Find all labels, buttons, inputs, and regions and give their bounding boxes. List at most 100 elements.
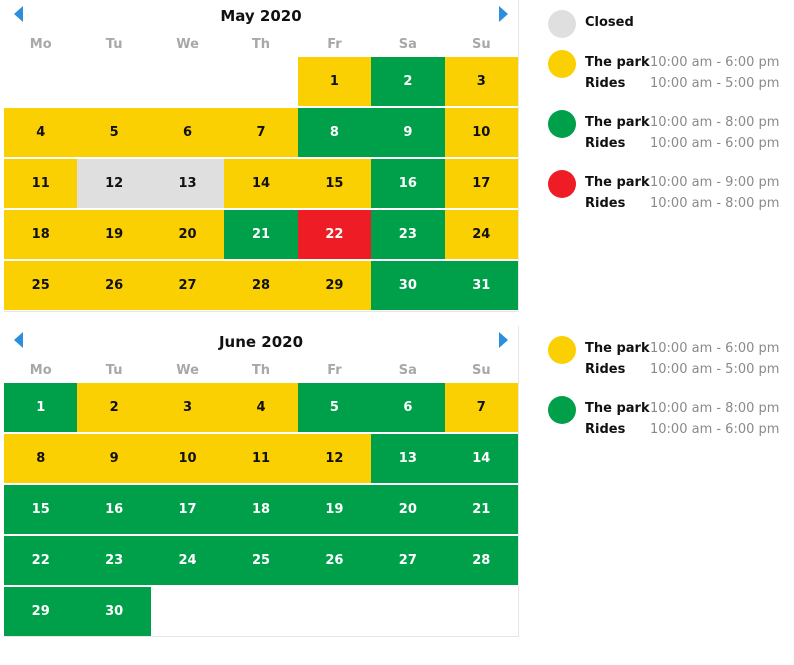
weekday-label: Tu [105,363,123,378]
weekday-label: Th [251,363,271,378]
day-cell[interactable]: 8 [297,108,372,157]
day-cell[interactable]: 17 [444,159,518,208]
empty-day-cell [77,57,150,106]
rides-hours: 10:00 am - 8:00 pm [650,196,780,211]
day-cell[interactable]: 3 [150,383,225,432]
day-cell[interactable]: 22 [297,210,372,259]
day-cell[interactable]: 21 [224,210,298,259]
day-cell[interactable]: 25 [4,261,78,310]
previous-month-arrow-icon[interactable] [14,6,23,22]
weekday-label: Su [471,363,491,378]
weekday-label: Sa [398,363,417,378]
day-cell[interactable]: 14 [444,434,518,483]
day-cell[interactable]: 20 [371,485,445,534]
day-cell[interactable]: 29 [297,261,372,310]
park-hours: 10:00 am - 8:00 pm [650,401,780,416]
park-label: The park [585,115,650,130]
day-cell[interactable]: 28 [224,261,298,310]
day-cell[interactable]: 23 [77,536,151,585]
park-label: The park [585,55,650,70]
next-month-arrow-icon[interactable] [499,6,508,22]
empty-day-cell [224,57,297,106]
day-cell[interactable]: 19 [77,210,151,259]
day-cell[interactable]: 31 [444,261,518,310]
weekday-label: Tu [105,37,123,52]
yellow-color-dot-icon [548,336,576,364]
legend-item-yellow: The park10:00 am - 6:00 pm Rides 10:00 am… [548,50,788,110]
day-cell[interactable]: 5 [77,108,151,157]
day-cell[interactable]: 16 [77,485,151,534]
park-hours: 10:00 am - 6:00 pm [650,55,780,70]
rides-label: Rides [585,362,626,377]
day-cell[interactable]: 24 [150,536,225,585]
day-cell[interactable]: 5 [297,383,372,432]
day-cell[interactable]: 7 [444,383,518,432]
day-cell[interactable]: 20 [150,210,225,259]
day-cell[interactable]: 18 [4,210,78,259]
calendar-border [518,326,519,636]
day-cell[interactable]: 13 [371,434,445,483]
day-cell[interactable]: 9 [77,434,151,483]
month-title: June 2020 [218,333,304,351]
day-cell[interactable]: 29 [4,587,78,636]
calendar-header: June 2020 [4,326,518,358]
day-cell[interactable]: 6 [371,383,445,432]
day-cell[interactable]: 2 [371,57,445,106]
previous-month-arrow-icon[interactable] [14,332,23,348]
day-cell[interactable]: 27 [150,261,225,310]
rides-hours: 10:00 am - 6:00 pm [650,136,780,151]
calendar-border [4,311,519,312]
day-cell[interactable]: 30 [77,587,151,636]
day-cell[interactable]: 9 [371,108,445,157]
day-cell[interactable]: 3 [444,57,518,106]
day-cell[interactable]: 15 [297,159,372,208]
day-cell[interactable]: 11 [4,159,78,208]
day-cell[interactable]: 28 [444,536,518,585]
rides-hours: 10:00 am - 5:00 pm [650,76,780,91]
day-cell[interactable]: 27 [371,536,445,585]
day-cell[interactable]: 10 [444,108,518,157]
day-cell[interactable]: 12 [77,159,151,208]
day-cell[interactable]: 15 [4,485,78,534]
weekday-header: Mo Tu We Th Fr Sa Su [4,358,518,383]
day-cell[interactable]: 1 [297,57,372,106]
closed-color-dot-icon [548,10,576,38]
day-cell[interactable]: 19 [297,485,372,534]
day-cell[interactable]: 8 [4,434,78,483]
day-cell[interactable]: 4 [224,383,298,432]
day-cell[interactable]: 26 [297,536,372,585]
day-cell[interactable]: 30 [371,261,445,310]
day-cell[interactable]: 22 [4,536,78,585]
next-month-arrow-icon[interactable] [499,332,508,348]
day-cell[interactable]: 16 [371,159,445,208]
day-cell[interactable]: 1 [4,383,78,432]
legend-may: Closed The park10:00 am - 6:00 pm Rides 1… [548,10,788,230]
day-cell[interactable]: 6 [150,108,225,157]
day-cell[interactable]: 4 [4,108,78,157]
park-label: The park [585,341,650,356]
day-cell[interactable]: 11 [224,434,298,483]
calendar-header: May 2020 [4,0,518,32]
day-cell[interactable]: 21 [444,485,518,534]
weekday-label: Fr [327,37,342,52]
day-cell[interactable]: 14 [224,159,298,208]
red-color-dot-icon [548,170,576,198]
green-color-dot-icon [548,110,576,138]
day-cell[interactable]: 26 [77,261,151,310]
day-cell[interactable]: 13 [150,159,225,208]
day-cell[interactable]: 7 [224,108,298,157]
day-cell[interactable]: 18 [224,485,298,534]
day-cell[interactable]: 17 [150,485,225,534]
day-cell[interactable]: 2 [77,383,151,432]
day-cell[interactable]: 23 [371,210,445,259]
day-cell[interactable]: 10 [150,434,225,483]
weekday-label: Mo [29,37,52,52]
day-cell[interactable]: 25 [224,536,298,585]
rides-hours: 10:00 am - 6:00 pm [650,422,780,437]
calendar-border [4,636,519,637]
day-cell[interactable]: 24 [444,210,518,259]
rides-label: Rides [585,76,626,91]
day-cell[interactable]: 12 [297,434,372,483]
